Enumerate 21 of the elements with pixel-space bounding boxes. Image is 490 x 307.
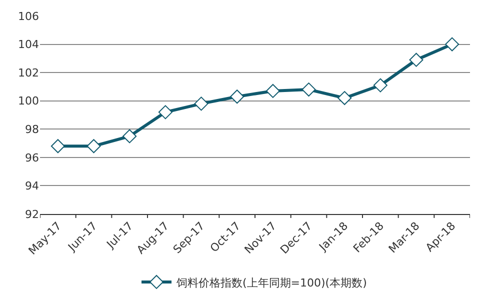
- point: [373, 78, 388, 92]
- point: [50, 139, 65, 154]
- legend-label: 饲料价格指数(上年同期=100)(本期数): [176, 276, 367, 290]
- y-tick-label: 106: [18, 10, 39, 23]
- y-tick-label: 98: [25, 122, 39, 136]
- point: [409, 52, 424, 67]
- point: [445, 37, 460, 52]
- y-tick-label: 94: [25, 180, 39, 193]
- y-tick-label: 96: [25, 151, 39, 164]
- point: [158, 105, 172, 120]
- y-tick-label: 102: [18, 66, 39, 80]
- point: [194, 96, 208, 111]
- point: [338, 91, 352, 106]
- point: [122, 129, 137, 144]
- y-tick-label: 100: [18, 94, 39, 108]
- y-tick-label: 104: [18, 38, 39, 52]
- point: [266, 84, 280, 98]
- y-tick-label: 92: [25, 208, 39, 221]
- point: [302, 82, 316, 97]
- point: [230, 90, 244, 104]
- point: [86, 139, 101, 154]
